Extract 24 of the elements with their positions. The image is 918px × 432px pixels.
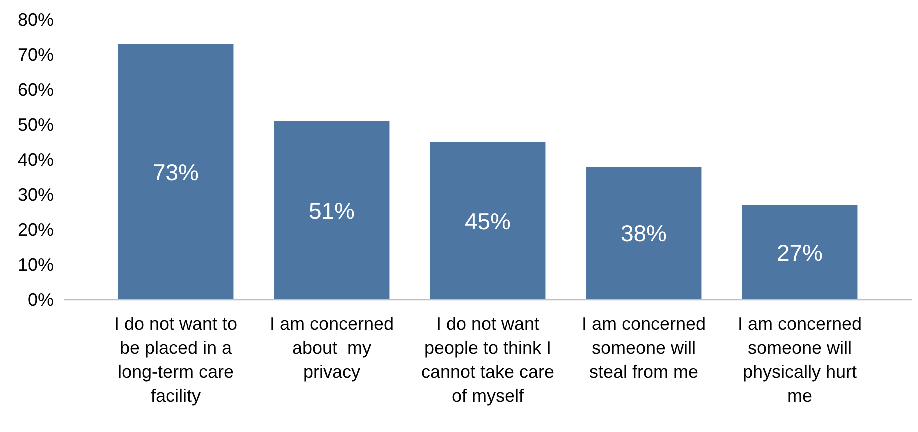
data-label: 38% bbox=[620, 220, 668, 246]
y-tick-label: 50% bbox=[18, 115, 54, 135]
y-tick-label: 30% bbox=[18, 185, 54, 205]
y-tick-label: 40% bbox=[18, 150, 54, 170]
y-tick-label: 0% bbox=[28, 290, 54, 310]
data-label: 27% bbox=[776, 240, 824, 266]
bar bbox=[742, 206, 858, 300]
bar bbox=[430, 142, 546, 300]
y-tick-label: 20% bbox=[18, 220, 54, 240]
data-label: 73% bbox=[152, 159, 200, 186]
y-tick-label: 10% bbox=[18, 255, 54, 275]
y-tick-label: 70% bbox=[18, 45, 54, 65]
x-tick-label: I am concerned someone will steal from me bbox=[582, 314, 706, 382]
data-label: 51% bbox=[308, 198, 356, 224]
x-tick-label: I am concerned someone will physically hurt me bbox=[738, 314, 862, 406]
x-tick-label: I do not want to be placed in a long-term care facility bbox=[114, 314, 238, 406]
bar bbox=[118, 44, 234, 300]
y-tick-label: 80% bbox=[18, 10, 54, 30]
data-label: 45% bbox=[464, 208, 512, 234]
y-tick-label: 60% bbox=[18, 80, 54, 100]
bar bbox=[274, 122, 390, 300]
bar bbox=[586, 167, 702, 300]
x-tick-label: I do not want people to think I cannot take care of myself bbox=[421, 314, 555, 406]
x-tick-label: I am concerned about my privacy bbox=[270, 314, 394, 382]
